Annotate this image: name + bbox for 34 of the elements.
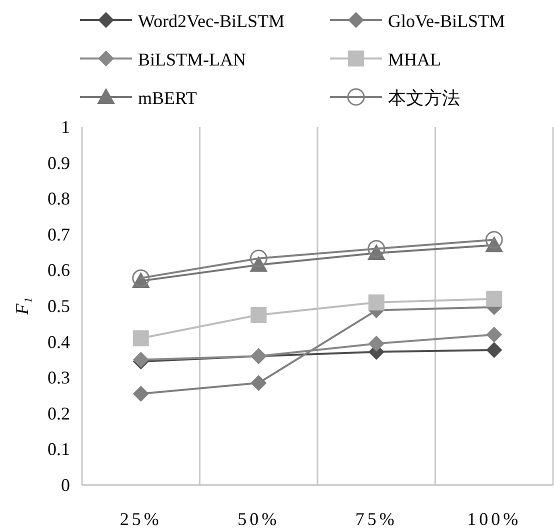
y-tick-label: 0.4 — [48, 332, 70, 352]
x-tick-label: 50% — [238, 509, 280, 529]
x-tick-label: 100% — [467, 509, 522, 529]
x-tick-label: 25% — [120, 509, 162, 529]
y-tick-label: 0.7 — [48, 224, 70, 244]
y-tick-label: 0.8 — [48, 188, 70, 209]
legend-label: Word2Vec-BiLSTM — [138, 11, 285, 31]
y-tick-label: 0.5 — [48, 296, 70, 316]
x-tick-label: 75% — [355, 509, 398, 529]
y-tick-label: 0.3 — [48, 368, 70, 388]
point — [250, 250, 268, 268]
point — [368, 294, 384, 310]
legend-label: MHAL — [388, 50, 441, 70]
y-tick-label: 1 — [61, 117, 70, 137]
point — [485, 231, 503, 249]
legend-label: BiLSTM-LAN — [138, 50, 246, 70]
point — [368, 240, 386, 258]
point — [132, 386, 149, 402]
point — [368, 336, 384, 352]
legend-label: GloVe-BiLSTM — [388, 11, 505, 31]
y-axis-title: F₁ — [12, 297, 32, 316]
point — [486, 342, 502, 358]
y-tick-label: 0.6 — [48, 260, 70, 280]
point — [250, 374, 267, 391]
point — [250, 306, 267, 323]
legend-label: mBERT — [138, 88, 197, 108]
y-tick-label: 0.2 — [48, 403, 70, 424]
point — [486, 290, 502, 307]
legend-label: 本文方法 — [388, 88, 460, 108]
y-tick-label: 0.1 — [48, 439, 70, 460]
point — [132, 330, 149, 346]
point — [486, 326, 502, 343]
y-tick-label: 0 — [61, 475, 70, 495]
y-tick-label: 0.9 — [48, 152, 70, 173]
